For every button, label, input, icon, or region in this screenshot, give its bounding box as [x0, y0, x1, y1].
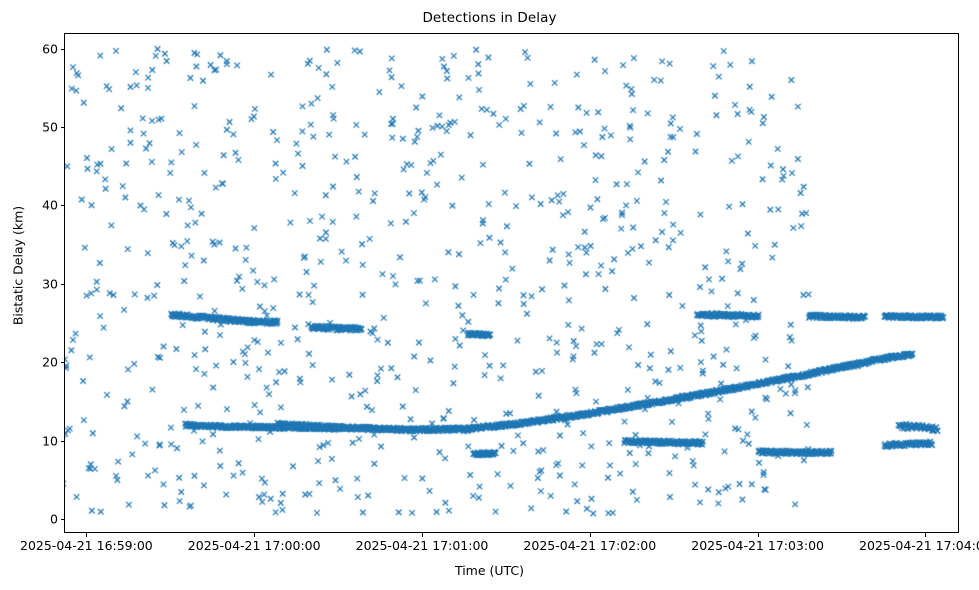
- y-axis-label: Bistatic Delay (km): [10, 205, 26, 326]
- y-tick-mark: [60, 518, 64, 520]
- y-tick-mark: [60, 48, 64, 50]
- y-tick-mark: [60, 283, 64, 285]
- x-tick-label: 2025-04-21 17:04:00: [859, 538, 979, 553]
- x-tick-mark: [589, 533, 591, 537]
- scatter-canvas: [65, 34, 958, 532]
- x-tick-mark: [254, 533, 256, 537]
- x-tick-label: 2025-04-21 17:03:00: [691, 538, 825, 553]
- x-tick-label: 2025-04-21 17:00:00: [187, 538, 321, 553]
- x-tick-label: 2025-04-21 17:02:00: [523, 538, 657, 553]
- plot-area: [64, 33, 959, 533]
- x-tick-label: 2025-04-21 17:01:00: [355, 538, 489, 553]
- y-tick-mark: [60, 127, 64, 129]
- y-tick-label: 20: [42, 354, 58, 370]
- y-tick-mark: [60, 440, 64, 442]
- y-tick-label: 50: [42, 119, 58, 135]
- y-tick-label: 30: [42, 276, 58, 292]
- x-tick-label: 2025-04-21 16:59:00: [19, 538, 153, 553]
- y-tick-mark: [60, 205, 64, 207]
- x-tick-mark: [757, 533, 759, 537]
- y-tick-label: 60: [42, 41, 58, 57]
- y-tick-label: 40: [42, 197, 58, 213]
- y-tick-label: 10: [42, 433, 58, 449]
- x-tick-mark: [925, 533, 927, 537]
- y-tick-mark: [60, 362, 64, 364]
- y-axis-tick-marks: [60, 0, 65, 590]
- y-tick-label: 0: [50, 511, 58, 527]
- x-tick-mark: [422, 533, 423, 537]
- y-axis-tick-labels: 0 10 20 30 40 50 60: [6, 0, 58, 590]
- x-axis-label: Time (UTC): [454, 563, 525, 578]
- x-tick-mark: [86, 533, 88, 537]
- chart-title: Detections in Delay: [422, 10, 557, 26]
